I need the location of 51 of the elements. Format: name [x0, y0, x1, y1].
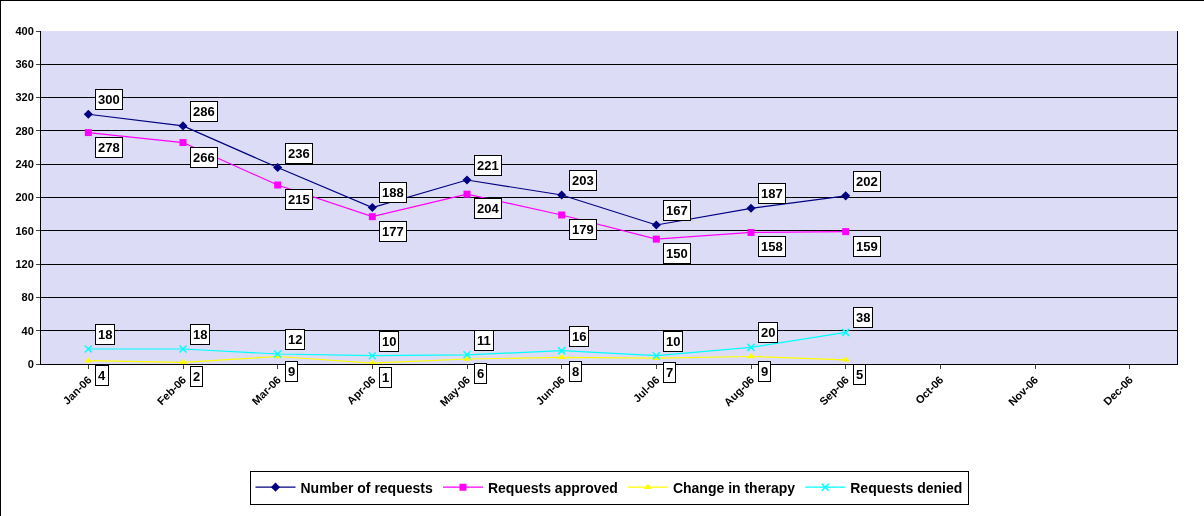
- data-label: 188: [382, 185, 404, 200]
- y-tick-label: 240: [15, 158, 34, 171]
- y-tick-label: 0: [27, 357, 34, 370]
- data-label: 286: [193, 104, 215, 119]
- data-label: 10: [382, 334, 397, 349]
- data-label: 7: [666, 365, 674, 380]
- legend-label: Number of requests: [300, 479, 433, 496]
- data-label: 167: [666, 203, 688, 218]
- data-label: 20: [761, 325, 776, 340]
- data-label: 4: [98, 368, 106, 383]
- y-tick-label: 40: [21, 324, 34, 337]
- data-label: 18: [98, 327, 113, 342]
- data-label: 236: [288, 146, 310, 161]
- y-tick-label: 200: [15, 191, 34, 204]
- data-label: 18: [193, 327, 208, 342]
- data-label: 9: [761, 364, 769, 379]
- y-tick-label: 160: [15, 224, 34, 237]
- data-label: 266: [193, 150, 215, 165]
- y-tick-label: 80: [21, 291, 34, 304]
- data-label: 300: [98, 92, 120, 107]
- data-label: 8: [572, 364, 580, 379]
- data-label: 215: [288, 192, 310, 207]
- data-label: 12: [288, 332, 303, 347]
- data-label: 1: [382, 370, 390, 385]
- data-label: 5: [856, 367, 864, 382]
- data-label: 278: [98, 140, 120, 155]
- data-label: 11: [477, 333, 491, 348]
- y-tick-label: 360: [15, 58, 34, 71]
- data-label: 6: [477, 366, 485, 381]
- y-tick-label: 280: [15, 124, 34, 137]
- data-label: 150: [666, 246, 688, 261]
- data-label: 16: [572, 329, 587, 344]
- data-label: 221: [477, 158, 499, 173]
- y-tick-label: 400: [15, 24, 34, 37]
- data-label: 158: [761, 239, 783, 254]
- data-label: 159: [856, 239, 878, 254]
- data-label: 179: [572, 222, 594, 237]
- legend-label: Change in therapy: [672, 479, 796, 496]
- y-tick-label: 120: [15, 257, 34, 270]
- data-label: 202: [856, 174, 878, 189]
- legend-label: Requests denied: [850, 479, 963, 496]
- data-label: 10: [666, 334, 681, 349]
- data-label: 38: [856, 310, 871, 325]
- data-label: 203: [572, 173, 594, 188]
- legend-label: Requests approved: [487, 479, 618, 496]
- data-label: 204: [477, 201, 500, 216]
- data-label: 177: [382, 224, 404, 239]
- y-tick-label: 320: [15, 91, 34, 104]
- data-label: 9: [288, 364, 296, 379]
- data-label: 2: [193, 369, 201, 384]
- data-label: 187: [761, 186, 783, 201]
